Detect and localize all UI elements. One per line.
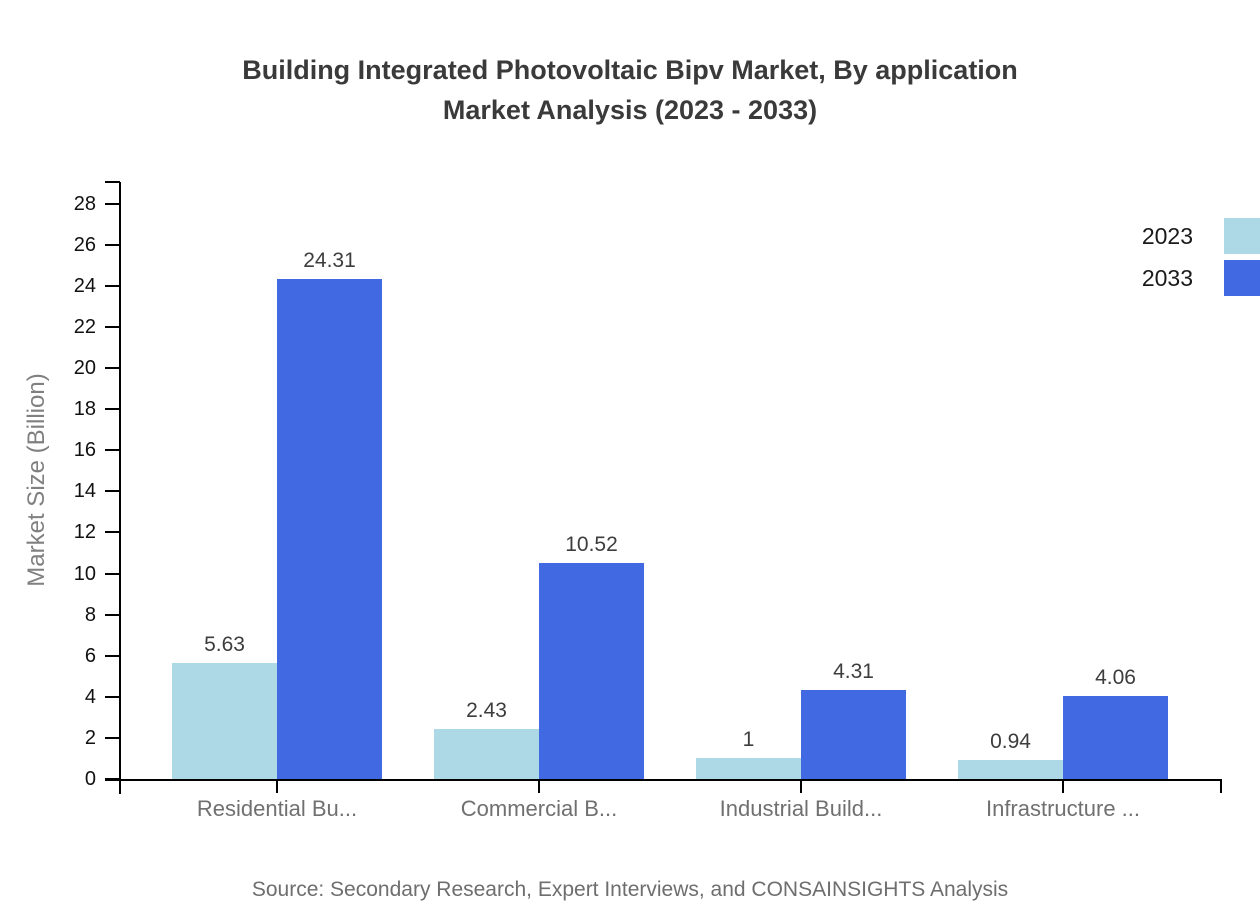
y-tick-label: 14 (73, 480, 96, 503)
y-tick-label: 0 (84, 768, 96, 790)
y-tick-label: 6 (84, 644, 96, 667)
bar-2023-3 (958, 759, 1063, 779)
x-category-label: Infrastructure ... (985, 796, 1141, 821)
y-tick-label: 10 (73, 562, 96, 585)
bar-2023-1 (434, 729, 539, 779)
legend-item-2023: 2023 (1142, 218, 1260, 254)
bar-2033-1 (539, 562, 644, 779)
bar-value-label: 4.06 (1095, 665, 1136, 689)
bar-value-label: 5.63 (204, 633, 245, 657)
y-tick (105, 695, 120, 698)
bar-2023-2 (696, 758, 801, 779)
y-tick (105, 572, 120, 575)
y-axis-line (119, 182, 121, 794)
source-note: Source: Secondary Research, Expert Inter… (251, 878, 1009, 901)
y-tick (105, 490, 120, 493)
bar-2033-3 (1063, 695, 1168, 779)
x-axis-end-cap (1220, 779, 1222, 793)
legend-swatch (1224, 218, 1260, 254)
chart-title-line2: Market Analysis (2023 - 2033) (442, 95, 818, 125)
y-tick (105, 613, 120, 616)
legend-swatch (1224, 260, 1260, 296)
x-tick (276, 779, 278, 793)
legend-item-2033: 2033 (1142, 260, 1260, 296)
y-tick-label: 16 (73, 439, 96, 462)
y-tick (105, 367, 120, 369)
bar-2033-2 (801, 690, 906, 779)
bar-value-label: 1 (742, 728, 755, 752)
bar-value-label: 2.43 (466, 699, 507, 723)
y-tick-label: 26 (73, 233, 96, 256)
y-axis-end-cap (105, 181, 120, 183)
y-tick-label: 22 (73, 315, 96, 338)
bar-value-label: 10.52 (565, 532, 618, 556)
y-tick (105, 408, 120, 411)
x-category-label: Residential Bu... (196, 796, 358, 821)
y-tick (105, 284, 120, 287)
bar-value-label: 0.94 (990, 729, 1031, 753)
y-tick (105, 654, 120, 657)
y-tick (105, 243, 120, 246)
chart-title-line1: Building Integrated Photovoltaic Bipv Ma… (242, 55, 1018, 85)
chart-title: Building Integrated Photovoltaic Bipv Ma… (0, 50, 1260, 130)
y-tick-label: 20 (73, 357, 96, 379)
y-tick (105, 778, 120, 780)
y-tick (105, 325, 120, 328)
x-tick (800, 779, 802, 793)
x-category-label: Industrial Build... (719, 796, 883, 821)
y-tick (105, 531, 120, 534)
legend-label: 2023 (1141, 222, 1193, 249)
bar-value-label: 4.31 (833, 660, 874, 684)
legend: 2023 2033 (1142, 218, 1260, 302)
y-tick (105, 736, 120, 739)
x-tick (1062, 779, 1064, 793)
x-tick (538, 779, 540, 793)
x-category-label: Commercial B... (460, 796, 618, 821)
y-tick-label: 2 (84, 726, 96, 749)
x-axis-line (105, 779, 1222, 781)
y-tick-label: 12 (73, 521, 96, 544)
y-tick-label: 24 (73, 274, 96, 297)
legend-label: 2033 (1141, 264, 1193, 291)
y-tick-label: 28 (73, 192, 96, 215)
bar-2023-0 (172, 663, 277, 779)
y-tick-label: 8 (84, 603, 96, 626)
bar-2033-0 (277, 279, 382, 779)
y-tick (105, 202, 120, 205)
y-tick (105, 449, 120, 452)
y-tick-label: 18 (73, 398, 96, 421)
y-tick-label: 4 (84, 685, 96, 708)
bar-value-label: 24.31 (303, 249, 356, 273)
